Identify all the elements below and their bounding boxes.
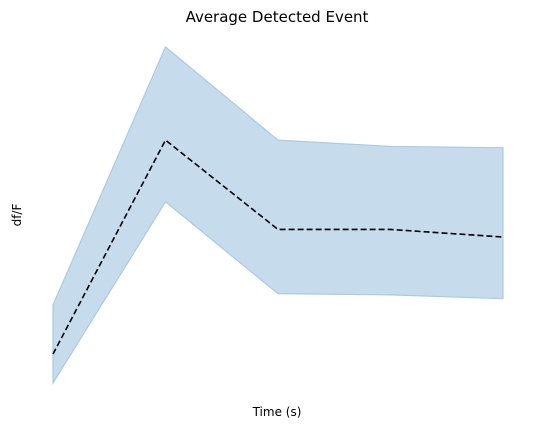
confidence-band	[53, 47, 503, 383]
y-axis-label: df/F	[10, 204, 24, 227]
x-axis-label: Time (s)	[252, 405, 302, 419]
chart-title: Average Detected Event	[186, 8, 369, 26]
plot-area	[53, 47, 503, 383]
